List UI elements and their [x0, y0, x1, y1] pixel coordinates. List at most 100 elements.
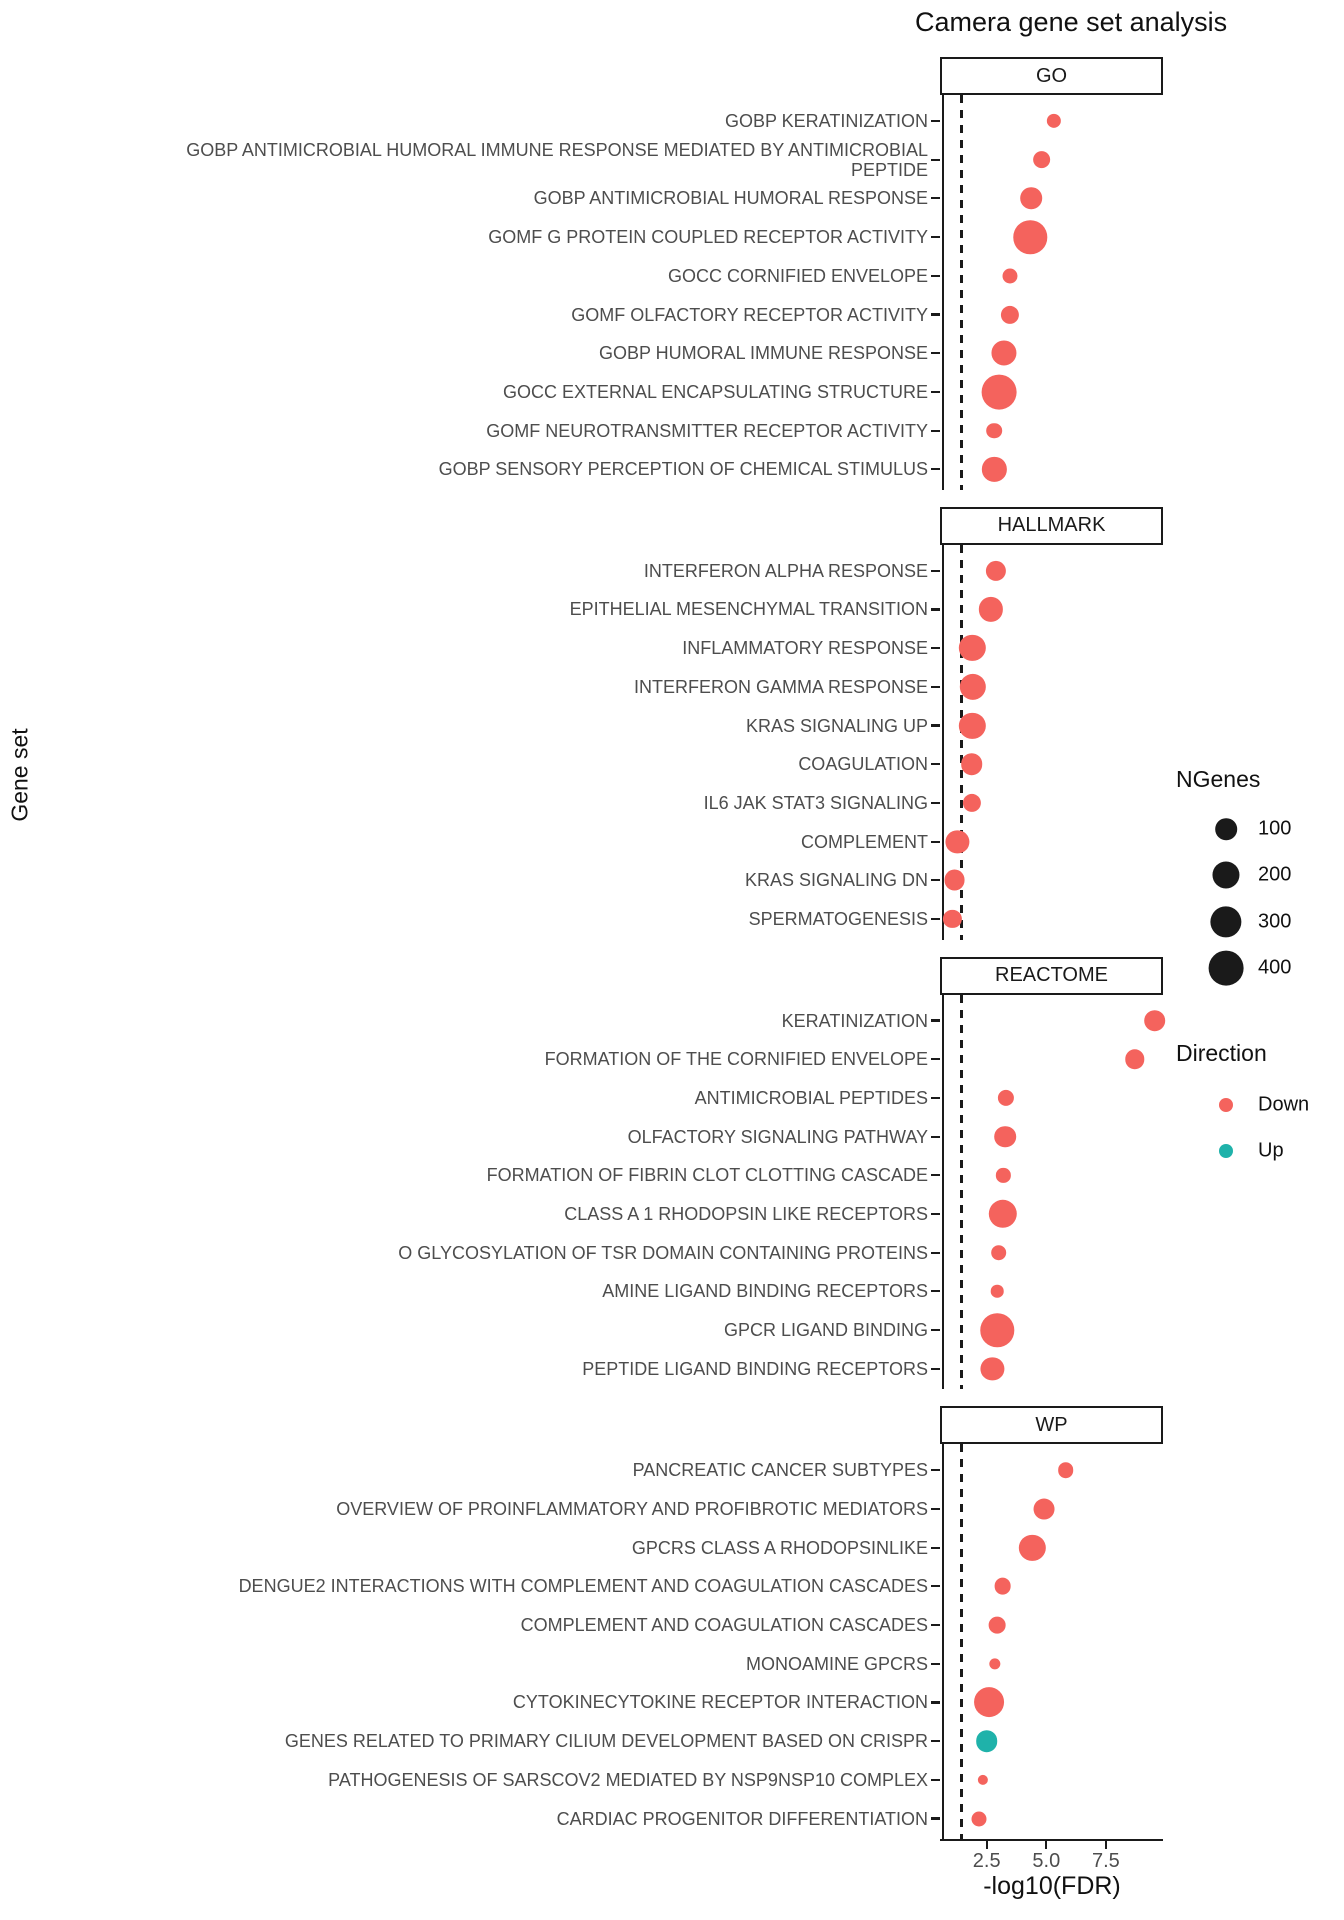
- row-label: GOMF OLFACTORY RECEPTOR ACTIVITY: [571, 304, 928, 325]
- legend-size-dot: [1215, 818, 1237, 840]
- y-tick: [930, 1174, 940, 1177]
- y-tick: [930, 608, 940, 611]
- data-dot: [1000, 305, 1019, 324]
- legend-direction-label: Up: [1258, 1139, 1284, 1162]
- row-label: GENES RELATED TO PRIMARY CILIUM DEVELOPM…: [284, 1731, 928, 1752]
- chart-title: Camera gene set analysis: [915, 7, 1228, 37]
- y-tick: [930, 429, 940, 432]
- legend-size-dot: [1212, 861, 1240, 889]
- row-label: GOBP HUMORAL IMMUNE RESPONSE: [598, 343, 928, 364]
- data-dot: [943, 909, 962, 929]
- plot-panel: [941, 95, 1163, 490]
- x-tick: [1104, 1841, 1107, 1849]
- y-tick: [930, 1058, 940, 1061]
- y-tick: [930, 1096, 940, 1099]
- y-tick: [930, 236, 940, 239]
- legend-direction-label: Down: [1258, 1093, 1310, 1116]
- size-legend-title: NGenes: [1176, 766, 1261, 792]
- data-dot: [988, 1199, 1017, 1229]
- row-label: INFLAMMATORY RESPONSE: [682, 638, 928, 659]
- y-tick: [930, 840, 940, 843]
- y-tick: [930, 313, 940, 316]
- y-tick: [930, 197, 940, 200]
- row-label: KERATINIZATION: [781, 1010, 928, 1031]
- facet-strip: HALLMARK: [940, 506, 1163, 545]
- data-dot: [959, 673, 987, 701]
- row-label: GOBP SENSORY PERCEPTION OF CHEMICAL STIM…: [438, 459, 928, 480]
- plot-panel: [941, 544, 1163, 940]
- x-tick: [1045, 1841, 1048, 1849]
- threshold-line: [960, 994, 963, 1390]
- facet-strip-label: GO: [1035, 64, 1068, 87]
- y-tick: [930, 1135, 940, 1138]
- data-dot: [1020, 187, 1043, 210]
- legend-size-dot: [1210, 905, 1242, 938]
- data-dot: [1143, 1009, 1166, 1032]
- data-dot: [962, 793, 981, 813]
- data-dot: [1013, 220, 1048, 254]
- data-dot: [991, 340, 1017, 366]
- y-tick: [930, 1546, 940, 1549]
- data-dot: [1058, 1462, 1074, 1479]
- y-tick: [930, 1019, 940, 1022]
- row-label: OVERVIEW OF PROINFLAMMATORY AND PROFIBRO…: [336, 1498, 928, 1519]
- row-label: KRAS SIGNALING UP: [745, 715, 928, 736]
- data-dot: [980, 1313, 1015, 1347]
- row-label: GOMF G PROTEIN COUPLED RECEPTOR ACTIVITY: [488, 227, 928, 248]
- facet-strip-label: REACTOME: [995, 964, 1108, 986]
- legend-direction-dot: [1219, 1098, 1233, 1112]
- data-dot: [981, 374, 1017, 410]
- row-label: INTERFERON ALPHA RESPONSE: [643, 560, 928, 581]
- facet-strip: REACTOME: [940, 956, 1163, 995]
- row-label: COAGULATION: [798, 754, 928, 775]
- row-label: FORMATION OF FIBRIN CLOT CLOTTING CASCAD…: [486, 1165, 928, 1186]
- facet-strip-label: HALLMARK: [997, 514, 1106, 537]
- y-tick: [930, 390, 940, 393]
- y-tick: [930, 569, 940, 572]
- facet-strip-label: WP: [1035, 1413, 1068, 1436]
- row-label: COMPLEMENT: [800, 831, 928, 852]
- row-label: OLFACTORY SIGNALING PATHWAY: [627, 1126, 928, 1147]
- facet-strip: GO: [940, 57, 1163, 95]
- legend-size-label: 100: [1258, 817, 1292, 840]
- x-tick-label: 5.0: [1032, 1850, 1061, 1872]
- data-dot: [986, 422, 1003, 439]
- y-tick: [930, 1329, 940, 1332]
- data-dot: [971, 1811, 987, 1827]
- data-dot: [958, 712, 986, 739]
- row-label: GOBP ANTIMICROBIAL HUMORAL IMMUNE RESPON…: [186, 139, 928, 180]
- legend-size-label: 300: [1258, 910, 1292, 933]
- y-tick: [930, 352, 940, 355]
- row-label: KRAS SIGNALING DN: [744, 870, 928, 891]
- y-tick: [930, 685, 940, 688]
- data-dot: [977, 1774, 988, 1785]
- data-dot: [994, 1125, 1017, 1148]
- data-dot: [997, 1089, 1014, 1106]
- y-tick: [930, 1817, 940, 1820]
- y-tick: [930, 879, 940, 882]
- x-tick: [985, 1841, 988, 1849]
- data-dot: [996, 1168, 1011, 1183]
- row-label: CYTOKINECYTOKINE RECEPTOR INTERACTION: [512, 1692, 928, 1713]
- data-dot: [1019, 1534, 1046, 1561]
- data-dot: [1032, 150, 1051, 169]
- facet-strip: WP: [940, 1406, 1163, 1445]
- y-tick: [930, 1290, 940, 1293]
- threshold-line: [960, 1444, 963, 1839]
- data-dot: [989, 1616, 1006, 1634]
- legend-direction-dot: [1219, 1144, 1233, 1158]
- y-tick: [930, 1469, 940, 1472]
- data-dot: [974, 1687, 1005, 1718]
- row-label: PEPTIDE LIGAND BINDING RECEPTORS: [582, 1358, 928, 1379]
- y-tick: [930, 1701, 940, 1704]
- row-label: IL6 JAK STAT3 SIGNALING: [703, 792, 928, 813]
- row-label: PANCREATIC CANCER SUBTYPES: [632, 1460, 928, 1481]
- row-label: GOCC EXTERNAL ENCAPSULATING STRUCTURE: [502, 381, 928, 402]
- data-dot: [944, 869, 965, 891]
- data-dot: [989, 1658, 1001, 1670]
- y-tick: [930, 763, 940, 766]
- y-tick: [930, 1251, 940, 1254]
- row-label: FORMATION OF THE CORNIFIED ENVELOPE: [544, 1049, 928, 1070]
